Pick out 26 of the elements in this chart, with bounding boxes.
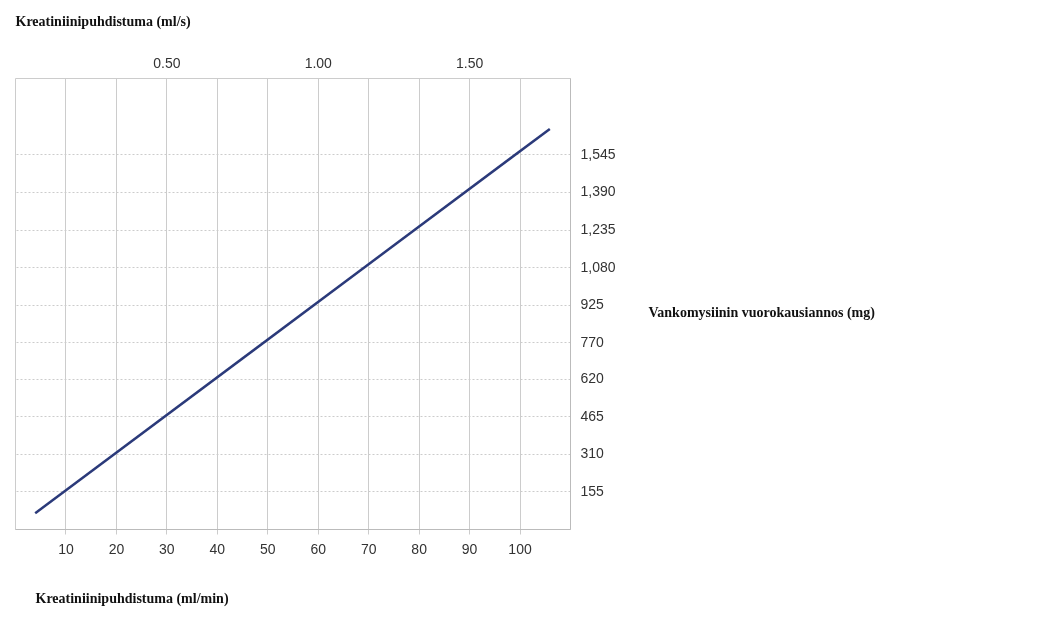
x2-tick-label: 0.50: [153, 54, 181, 71]
y2-tick-label: 620: [580, 370, 605, 387]
y2-tick-label: 310: [580, 445, 605, 462]
y2-tick-label: 1,545: [580, 145, 616, 162]
x2-axis-title: Kreatiniinipuhdistuma (ml/s): [15, 13, 191, 30]
y2-tick-label: 770: [580, 333, 605, 350]
y2-axis-title: Vankomysiinin vuorokausiannos (mg): [648, 305, 876, 322]
y2-tick-label: 925: [580, 296, 605, 313]
x-axis-title: Kreatiniinipuhdistuma (ml/min): [35, 590, 229, 607]
x-tick-label: 20: [108, 540, 125, 557]
x2-tick-label: 1.50: [456, 54, 484, 71]
x-tick-label: 50: [259, 540, 276, 557]
x-tick-label: 80: [411, 540, 428, 557]
y2-tick-label: 1,235: [580, 221, 616, 238]
y2-tick-label: 1,390: [580, 183, 616, 200]
x2-tick-label: 1.00: [304, 54, 333, 71]
x-tick-label: 30: [159, 540, 175, 557]
x-tick-label: 100: [508, 540, 532, 557]
y2-tick-label: 1,080: [580, 258, 616, 275]
y2-tick-label: 465: [580, 407, 605, 424]
x-tick-label: 60: [310, 540, 327, 557]
y2-tick-label: 155: [580, 482, 605, 499]
x-tick-label: 10: [58, 540, 74, 557]
x-tick-label: 90: [461, 540, 478, 557]
x-tick-label: 70: [360, 540, 377, 557]
x-tick-label: 40: [209, 540, 226, 557]
